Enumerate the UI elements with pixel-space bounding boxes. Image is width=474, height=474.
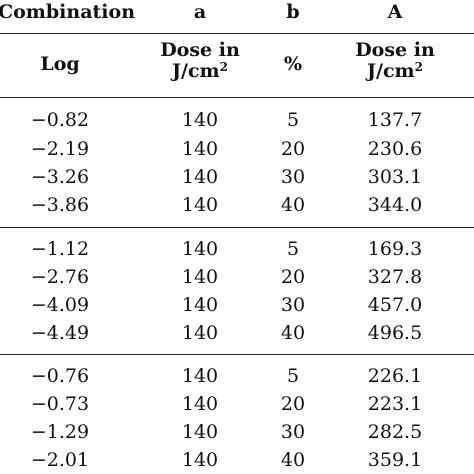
table-cell-b: 5 <box>286 109 300 131</box>
table-cell-log: −3.86 <box>30 194 90 216</box>
table-cell-a: 140 <box>181 421 219 443</box>
table-cell-log: −2.76 <box>30 266 90 288</box>
table-cell-a: 140 <box>181 109 219 131</box>
header-dose-A: Dose in J/cm2 <box>320 40 470 84</box>
table-cell-b: 20 <box>280 138 306 160</box>
table-cell-A: 457.0 <box>367 294 423 316</box>
table-cell-a: 140 <box>181 238 219 260</box>
table-cell-b: 5 <box>286 365 300 387</box>
header-dose-a-line1: Dose in <box>160 39 240 61</box>
table-cell-log: −4.09 <box>30 294 90 316</box>
table-cell-A: 282.5 <box>367 421 423 443</box>
table-cell-b: 40 <box>280 322 306 344</box>
table-cell-A: 303.1 <box>367 166 423 188</box>
table-cell-a: 140 <box>181 365 219 387</box>
header-a: a <box>193 1 207 23</box>
table-cell-log: −2.19 <box>30 138 90 160</box>
header-dose-a-unit-text: J/cm <box>172 60 220 82</box>
header-dose-a-unit: J/cm2 <box>140 60 260 84</box>
table-cell-A: 327.8 <box>367 266 423 288</box>
table-cell-log: −0.82 <box>30 109 90 131</box>
table-cell-A: 169.3 <box>367 238 423 260</box>
table-cell-a: 140 <box>181 266 219 288</box>
header-dose-A-line1: Dose in <box>355 39 435 61</box>
table-cell-b: 20 <box>280 266 306 288</box>
table-cell-log: −0.73 <box>30 393 90 415</box>
table-cell-log: −3.26 <box>30 166 90 188</box>
header-bottom-rule <box>0 97 474 98</box>
header-A: A <box>387 1 403 23</box>
table-cell-b: 20 <box>280 393 306 415</box>
table-cell-log: −4.49 <box>30 322 90 344</box>
group-divider <box>0 354 474 355</box>
table-cell-log: −0.76 <box>30 365 90 387</box>
table-cell-b: 5 <box>286 238 300 260</box>
header-b: b <box>286 1 300 23</box>
table-cell-b: 30 <box>280 421 306 443</box>
table-cell-log: −2.01 <box>30 449 90 471</box>
table-cell-A: 226.1 <box>367 365 423 387</box>
table-cell-A: 223.1 <box>367 393 423 415</box>
header-dose-A-unit-text: J/cm <box>367 60 415 82</box>
table-cell-log: −1.29 <box>30 421 90 443</box>
table-cell-b: 40 <box>280 449 306 471</box>
header-combination: Combination <box>0 1 136 23</box>
table-cell-b: 30 <box>280 166 306 188</box>
group-divider <box>0 227 474 228</box>
header-dose-a: Dose in J/cm2 <box>140 40 260 84</box>
table-cell-A: 230.6 <box>367 138 423 160</box>
table-cell-b: 30 <box>280 294 306 316</box>
header-divider <box>0 33 474 34</box>
table-cell-a: 140 <box>181 138 219 160</box>
table-cell-a: 140 <box>181 194 219 216</box>
table-cell-A: 344.0 <box>367 194 423 216</box>
table-cell-A: 496.5 <box>367 322 423 344</box>
header-log: Log <box>40 53 80 75</box>
table-cell-A: 359.1 <box>367 449 423 471</box>
table-cell-A: 137.7 <box>367 109 423 131</box>
table-cell-a: 140 <box>181 449 219 471</box>
header-dose-A-sup: 2 <box>414 60 423 74</box>
table-cell-a: 140 <box>181 393 219 415</box>
table-cell-log: −1.12 <box>30 238 90 260</box>
header-percent: % <box>283 53 303 75</box>
table-cell-a: 140 <box>181 166 219 188</box>
header-dose-A-unit: J/cm2 <box>320 60 470 84</box>
table-cell-b: 40 <box>280 194 306 216</box>
table-cell-a: 140 <box>181 322 219 344</box>
header-dose-a-sup: 2 <box>219 60 228 74</box>
table-cell-a: 140 <box>181 294 219 316</box>
